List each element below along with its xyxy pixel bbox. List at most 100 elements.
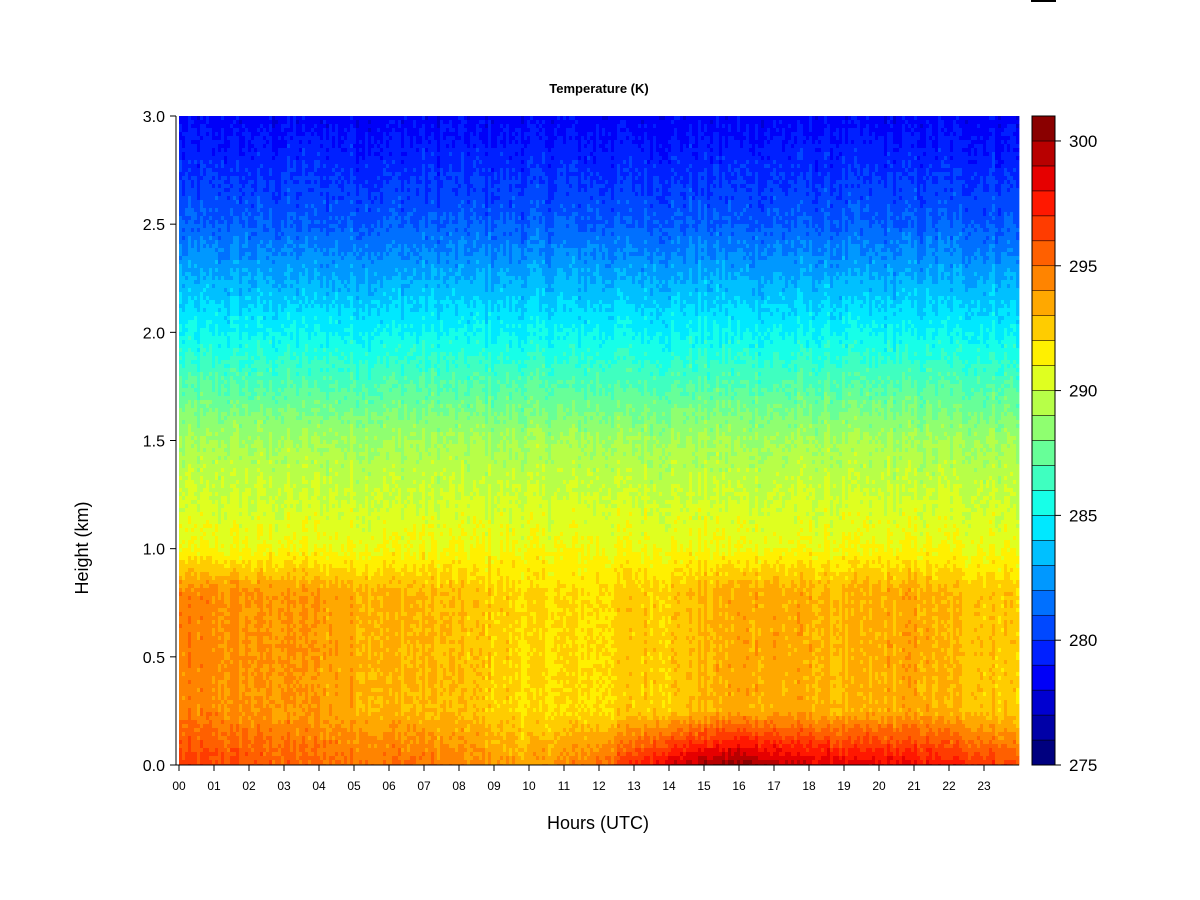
heatmap-cell (446, 236, 450, 245)
corner-mark (1031, 0, 1056, 2)
heatmap-cell (371, 204, 375, 225)
heatmap-cell (269, 300, 273, 329)
heatmap-cell (293, 532, 297, 541)
heatmap-cell (197, 456, 201, 465)
heatmap-cell (422, 372, 426, 401)
heatmap-cell (248, 416, 252, 437)
heatmap-cell (299, 640, 303, 645)
heatmap-cell (431, 316, 435, 325)
heatmap-cell (389, 672, 393, 685)
heatmap-cell (284, 508, 288, 537)
heatmap-cell (338, 336, 342, 361)
heatmap-cell (305, 744, 309, 749)
heatmap-cell (182, 180, 186, 197)
heatmap-cell (182, 724, 186, 729)
heatmap-cell (362, 556, 366, 561)
heatmap-cell (395, 612, 399, 621)
heatmap-cell (443, 668, 447, 681)
heatmap-cell (434, 244, 438, 249)
heatmap-cell (347, 292, 351, 297)
heatmap-cell (329, 648, 333, 657)
heatmap-cell (449, 276, 453, 301)
heatmap-cell (428, 632, 432, 645)
heatmap-cell (266, 312, 270, 329)
heatmap-cell (344, 336, 348, 341)
heatmap-cell (311, 552, 315, 569)
heatmap-cell (308, 500, 312, 505)
heatmap-cell (299, 440, 303, 449)
heatmap-cell (437, 264, 441, 281)
heatmap-cell (350, 644, 354, 649)
heatmap-cell (239, 204, 243, 225)
heatmap-cell (224, 184, 228, 189)
heatmap-cell (293, 660, 297, 665)
heatmap-cell (251, 464, 255, 501)
heatmap-cell (269, 432, 273, 461)
heatmap-cell (374, 336, 378, 365)
heatmap-cell (197, 736, 201, 741)
heatmap-cell (287, 732, 291, 761)
heatmap-cell (410, 596, 414, 605)
heatmap-cell (383, 252, 387, 277)
heatmap-cell (245, 212, 249, 217)
heatmap-cell (200, 468, 204, 473)
heatmap-cell (218, 448, 222, 457)
heatmap-cell (446, 628, 450, 637)
heatmap-cell (335, 200, 339, 205)
heatmap-cell (302, 124, 306, 133)
heatmap-cell (260, 560, 264, 569)
heatmap-cell (284, 664, 288, 669)
heatmap-cell (362, 712, 366, 733)
heatmap-cell (413, 692, 417, 705)
heatmap-cell (449, 708, 453, 713)
heatmap-cell (212, 172, 216, 177)
heatmap-cell (326, 688, 330, 693)
heatmap-cell (398, 228, 402, 245)
heatmap-cell (218, 460, 222, 477)
heatmap-cell (245, 564, 249, 577)
heatmap-cell (260, 500, 264, 525)
heatmap-cell (449, 388, 453, 405)
heatmap-cell (407, 252, 411, 261)
heatmap-cell (182, 736, 186, 761)
heatmap-cell (209, 372, 213, 377)
heatmap-cell (257, 540, 261, 545)
heatmap-cell (377, 144, 381, 149)
heatmap-cell (458, 620, 462, 625)
heatmap-cell (305, 488, 309, 517)
heatmap-cell (260, 376, 264, 381)
heatmap-cell (260, 168, 264, 177)
heatmap-cell (437, 396, 441, 401)
heatmap-cell (344, 180, 348, 229)
heatmap-cell (239, 344, 243, 349)
heatmap-cell (236, 296, 240, 317)
heatmap-cell (458, 116, 462, 121)
heatmap-cell (269, 464, 273, 477)
heatmap-cell (185, 352, 189, 381)
heatmap-cell (185, 564, 189, 573)
heatmap-cell (437, 504, 441, 521)
heatmap-cell (383, 160, 387, 165)
heatmap-cell (218, 632, 222, 637)
heatmap-cell (452, 288, 456, 297)
heatmap-cell (446, 492, 450, 501)
heatmap-cell (227, 116, 231, 137)
heatmap-cell (449, 636, 453, 641)
heatmap-cell (314, 220, 318, 225)
heatmap-cell (413, 256, 417, 269)
heatmap-cell (425, 264, 429, 281)
heatmap-cell (407, 668, 411, 689)
heatmap-cell (227, 680, 231, 689)
heatmap-cell (365, 244, 369, 249)
heatmap-cell (317, 412, 321, 417)
heatmap-cell (182, 344, 186, 369)
heatmap-cell (335, 692, 339, 697)
heatmap-cell (254, 656, 258, 661)
heatmap-cell (434, 448, 438, 473)
heatmap-cell (419, 660, 423, 665)
heatmap-cell (350, 116, 354, 121)
heatmap-cell (449, 616, 453, 637)
heatmap-cell (227, 336, 231, 349)
heatmap-cell (434, 180, 438, 213)
heatmap-cell (446, 592, 450, 597)
